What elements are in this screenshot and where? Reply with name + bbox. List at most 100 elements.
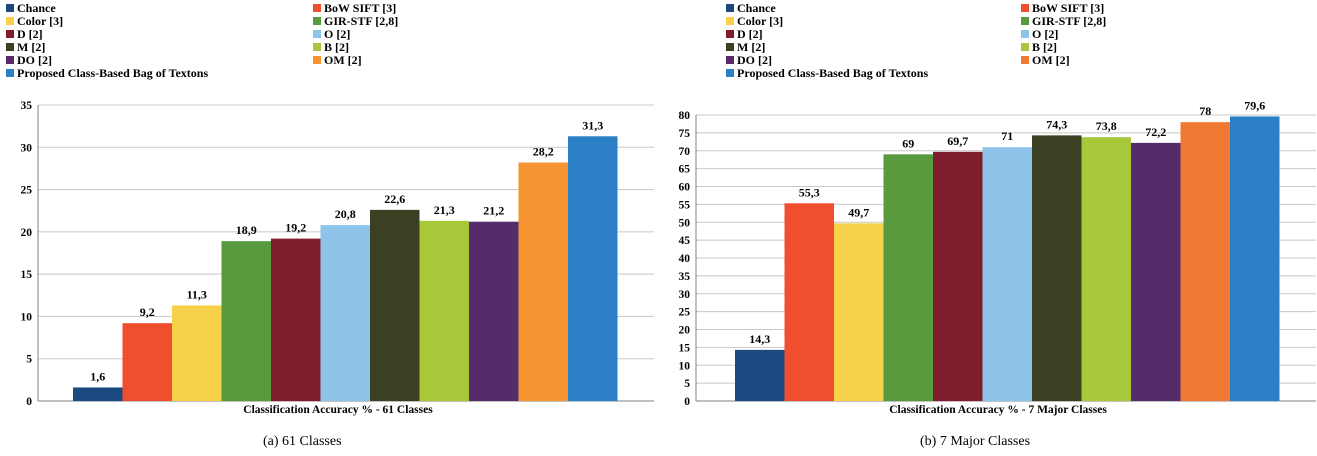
legend-entry: GIR-STF [2,8] — [324, 14, 398, 28]
legend-swatch — [6, 56, 14, 64]
bar — [419, 220, 469, 401]
data-label: 49,7 — [848, 205, 869, 219]
legend-swatch — [313, 4, 321, 12]
data-label: 14,3 — [749, 332, 770, 346]
data-label: 9,2 — [140, 305, 155, 319]
bar — [1081, 137, 1131, 402]
bar — [271, 238, 321, 401]
y-tick-label: 55 — [679, 199, 691, 211]
y-tick-label: 0 — [26, 396, 32, 408]
bar — [172, 305, 222, 401]
legend-entry: DO [2] — [737, 53, 772, 67]
bar — [73, 387, 123, 401]
bar — [1180, 122, 1230, 402]
bar — [1131, 142, 1181, 401]
legend-entry: OM [2] — [324, 53, 362, 67]
data-label: 71 — [1001, 129, 1013, 143]
legend-entry: Color [3] — [737, 14, 783, 28]
x-axis-label: Classification Accuracy % - 7 Major Clas… — [889, 404, 1107, 416]
legend-entry: BoW SIFT [3] — [1032, 1, 1104, 15]
caption-61-classes: (a) 61 Classes — [263, 434, 342, 449]
data-label: 79,6 — [1244, 98, 1265, 112]
legend-entry: B [2] — [324, 40, 349, 54]
y-tick-label: 75 — [679, 128, 691, 140]
data-label: 31,3 — [582, 118, 603, 132]
chart-panel-61-classes: Chance BoW SIFT [3] Color [3] GIR-STF [2,8]… — [6, 1, 654, 449]
y-tick-label: 35 — [679, 271, 691, 283]
data-label: 22,6 — [384, 192, 405, 206]
y-tick-label: 10 — [679, 360, 691, 372]
data-label: 20,8 — [335, 207, 356, 221]
y-tick-label: 25 — [679, 307, 691, 319]
legend-entry: BoW SIFT [3] — [324, 1, 396, 15]
legend-swatch — [1021, 43, 1029, 51]
legend-swatch — [726, 17, 734, 25]
y-tick-label: 35 — [21, 100, 33, 112]
data-label: 69 — [902, 136, 914, 150]
bar — [1230, 116, 1280, 402]
legend-entry: Proposed Class-Based Bag of Textons — [737, 66, 928, 80]
bar — [735, 349, 785, 401]
bar — [518, 162, 568, 401]
legend-entry: M [2] — [737, 40, 765, 54]
legend-swatch — [726, 30, 734, 38]
legend-swatch — [313, 30, 321, 38]
legend-entry: OM [2] — [1032, 53, 1070, 67]
legend-swatch — [726, 43, 734, 51]
y-tick-label: 60 — [679, 182, 691, 194]
y-tick-label: 80 — [679, 110, 691, 122]
legend-swatch — [1021, 17, 1029, 25]
data-label: 21,2 — [483, 204, 504, 218]
legend-entry: Proposed Class-Based Bag of Textons — [17, 66, 208, 80]
y-tick-label: 5 — [684, 378, 690, 390]
bar — [122, 323, 172, 401]
bar — [883, 154, 933, 401]
bar-chart-61-classes: Chance BoW SIFT [3] Color [3] GIR-STF [2,8]… — [6, 1, 654, 416]
y-tick-label: 65 — [679, 164, 691, 176]
legend-swatch — [6, 4, 14, 12]
legend-entry: D [2] — [17, 27, 43, 41]
y-tick-label: 15 — [679, 342, 691, 354]
legend-swatch — [1021, 56, 1029, 64]
y-tick-label: 40 — [679, 253, 691, 265]
data-label: 72,2 — [1145, 125, 1166, 139]
bar — [933, 151, 983, 401]
y-tick-label: 50 — [679, 217, 691, 229]
data-label: 28,2 — [533, 145, 554, 159]
bar-chart-7-major-classes: Chance BoW SIFT [3] Color [3] GIR-STF [2,8]… — [679, 1, 1316, 416]
y-tick-label: 25 — [21, 185, 33, 197]
caption-7-major-classes: (b) 7 Major Classes — [920, 434, 1031, 449]
legend-swatch — [6, 69, 14, 77]
bar — [320, 225, 370, 401]
y-tick-label: 10 — [21, 311, 33, 323]
data-label: 55,3 — [799, 185, 820, 199]
data-label: 21,3 — [434, 203, 455, 217]
chart-panel-7-major-classes: Chance BoW SIFT [3] Color [3] GIR-STF [2,8]… — [660, 0, 1317, 456]
y-tick-label: 30 — [21, 142, 33, 154]
legend-swatch — [313, 43, 321, 51]
legend-swatch — [6, 30, 14, 38]
legend-entry: Color [3] — [17, 14, 63, 28]
y-tick-label: 15 — [21, 269, 33, 281]
legend-swatch — [6, 17, 14, 25]
bar — [469, 221, 519, 401]
legend-entry: M [2] — [17, 40, 45, 54]
legend-entry: O [2] — [324, 27, 350, 41]
y-tick-label: 20 — [679, 325, 691, 337]
legend-entry: DO [2] — [17, 53, 52, 67]
legend-swatch — [726, 56, 734, 64]
legend-swatch — [313, 17, 321, 25]
data-label: 73,8 — [1096, 119, 1117, 133]
legend-entry: D [2] — [737, 27, 763, 41]
bar — [834, 223, 884, 401]
x-axis-label: Classification Accuracy % - 61 Classes — [243, 404, 433, 416]
legend-entry: O [2] — [1032, 27, 1058, 41]
bar — [221, 241, 271, 401]
y-tick-label: 45 — [679, 235, 691, 247]
legend-swatch — [726, 4, 734, 12]
bar — [784, 203, 834, 401]
legend-swatch — [1021, 30, 1029, 38]
data-label: 74,3 — [1046, 117, 1067, 131]
y-tick-label: 70 — [679, 146, 691, 158]
bar — [982, 147, 1032, 401]
